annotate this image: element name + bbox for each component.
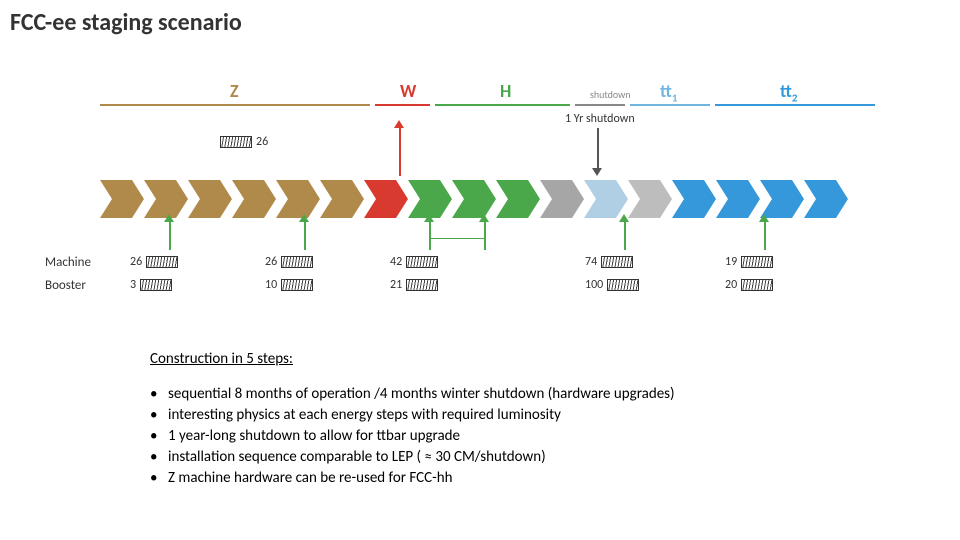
phase-underline-4 <box>630 104 710 106</box>
machine-label: Machine <box>45 255 91 270</box>
pre-install-num: 26 <box>256 135 268 149</box>
chevron-15 <box>760 180 802 218</box>
hashed-box-icon <box>406 279 438 291</box>
booster-row-item-0: 3 <box>130 278 172 292</box>
machine-row-item-1: 26 <box>265 255 313 269</box>
phase-underline-3 <box>575 104 625 106</box>
green-arrow-line-4 <box>624 222 626 250</box>
install-num: 74 <box>585 255 597 269</box>
green-arrow-head-5 <box>759 214 769 222</box>
chevron-14 <box>716 180 758 218</box>
hashed-box-icon <box>220 136 252 148</box>
green-arrow-line-5 <box>764 222 766 250</box>
chevron-8 <box>452 180 494 218</box>
chevron-row <box>100 180 846 218</box>
notes-heading: Construction in 5 steps: <box>150 350 850 368</box>
phase-label-0: Z <box>230 80 239 102</box>
hashed-box-icon <box>281 279 313 291</box>
machine-row-item-3: 74 <box>585 255 633 269</box>
chevron-5 <box>320 180 362 218</box>
booster-row-item-3: 100 <box>585 278 639 292</box>
chevron-13 <box>672 180 714 218</box>
install-num: 10 <box>265 278 277 292</box>
note-item-2: 1 year-long shutdown to allow for ttbar … <box>150 426 850 447</box>
phase-label-4: tt1 <box>660 80 677 105</box>
install-num: 100 <box>585 278 603 292</box>
chevron-2 <box>188 180 230 218</box>
machine-row-item-0: 26 <box>130 255 178 269</box>
hashed-box-icon <box>281 256 313 268</box>
hashed-box-icon <box>406 256 438 268</box>
phase-underline-5 <box>715 104 875 106</box>
chevron-7 <box>408 180 450 218</box>
page-title: FCC-ee staging scenario <box>10 8 242 37</box>
hashed-box-icon <box>741 279 773 291</box>
install-num: 26 <box>130 255 142 269</box>
booster-row-item-2: 21 <box>390 278 438 292</box>
chevron-0 <box>100 180 142 218</box>
green-arrow-head-0 <box>164 214 174 222</box>
chevron-10 <box>540 180 582 218</box>
green-arrow-head-2 <box>424 214 434 222</box>
phase-label-5: tt2 <box>780 80 797 105</box>
merge-line <box>430 238 485 239</box>
phase-label-3: shutdown <box>590 88 631 101</box>
notes-list: sequential 8 months of operation /4 mont… <box>150 384 850 489</box>
phase-underline-0 <box>100 104 370 106</box>
red-arrow-line <box>399 128 401 176</box>
red-arrow-head <box>394 120 404 128</box>
green-arrow-line-0 <box>169 222 171 250</box>
green-arrow-line-1 <box>304 222 306 250</box>
booster-row-item-1: 10 <box>265 278 313 292</box>
phase-labels: Z W Hshutdown tt1 tt2 <box>100 80 880 110</box>
install-num: 19 <box>725 255 737 269</box>
chevron-9 <box>496 180 538 218</box>
green-arrow-head-3 <box>479 214 489 222</box>
chevron-1 <box>144 180 186 218</box>
note-item-3: installation sequence comparable to LEP … <box>150 447 850 468</box>
install-num: 42 <box>390 255 402 269</box>
note-item-1: interesting physics at each energy steps… <box>150 405 850 426</box>
green-arrow-head-1 <box>299 214 309 222</box>
chevron-6 <box>364 180 406 218</box>
note-item-4: Z machine hardware can be re-used for FC… <box>150 468 850 489</box>
pre-install-group: 26 <box>220 135 268 149</box>
shutdown-arrow-head <box>592 168 602 176</box>
green-arrow-head-4 <box>619 214 629 222</box>
construction-notes: Construction in 5 steps: sequential 8 mo… <box>150 350 850 489</box>
install-num: 21 <box>390 278 402 292</box>
chevron-12 <box>628 180 670 218</box>
hashed-box-icon <box>601 256 633 268</box>
hashed-box-icon <box>607 279 639 291</box>
install-num: 3 <box>130 278 136 292</box>
staging-diagram: ZWHshutdowntt1tt2 1 Yr shutdown 26 Machi… <box>100 80 880 300</box>
shutdown-arrow-down <box>597 128 599 168</box>
install-num: 26 <box>265 255 277 269</box>
phase-label-2: H <box>500 80 511 102</box>
green-arrow-line-3 <box>484 222 486 250</box>
install-num: 20 <box>725 278 737 292</box>
machine-row-item-2: 42 <box>390 255 438 269</box>
booster-label: Booster <box>45 278 86 293</box>
phase-underline-1 <box>375 104 430 106</box>
chevron-11 <box>584 180 626 218</box>
hashed-box-icon <box>741 256 773 268</box>
green-arrow-line-2 <box>429 222 431 250</box>
shutdown-label: 1 Yr shutdown <box>565 112 635 126</box>
phase-label-1: W <box>400 80 416 102</box>
hashed-box-icon <box>140 279 172 291</box>
booster-row-item-4: 20 <box>725 278 773 292</box>
machine-row-item-4: 19 <box>725 255 773 269</box>
note-item-0: sequential 8 months of operation /4 mont… <box>150 384 850 405</box>
hashed-box-icon <box>146 256 178 268</box>
phase-underline-2 <box>435 104 570 106</box>
chevron-3 <box>232 180 274 218</box>
chevron-4 <box>276 180 318 218</box>
chevron-16 <box>804 180 846 218</box>
